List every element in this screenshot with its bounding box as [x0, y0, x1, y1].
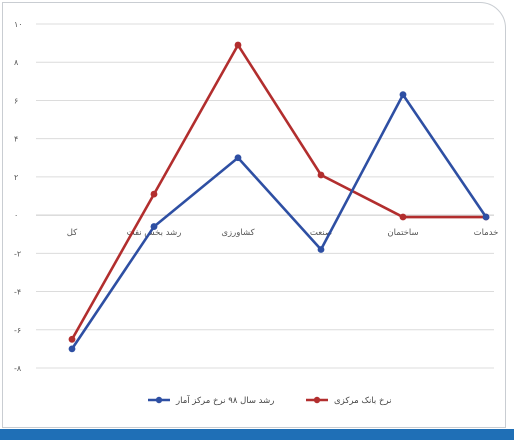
x-category-label: ساختمان	[387, 228, 418, 238]
x-category-label: رشد بخش نفت	[127, 228, 182, 238]
data-point	[150, 223, 158, 230]
y-tick-label: ۴	[14, 135, 18, 144]
data-point	[399, 91, 407, 99]
y-tick-label: ۰	[14, 211, 18, 220]
data-point	[482, 213, 490, 221]
y-tick-label: ۶	[14, 96, 18, 105]
x-category-label: کشاورزی	[221, 228, 255, 238]
y-tick-label: ۲	[14, 173, 18, 182]
x-category-label: خدمات	[474, 228, 499, 238]
data-point	[150, 190, 158, 198]
y-tick-label: -۶	[14, 326, 21, 335]
legend-label: نرخ بانک مرکزی	[334, 396, 392, 406]
data-point	[68, 345, 76, 353]
y-tick-label: -۴	[14, 288, 21, 297]
legend-swatch-marker	[155, 396, 163, 404]
data-point	[317, 171, 325, 179]
series-line	[70, 42, 486, 340]
y-tick-label: -۸	[14, 364, 22, 373]
y-tick-label: -۲	[14, 249, 21, 258]
y-tick-label: ۱۰	[14, 20, 23, 29]
legend-swatch-marker	[313, 396, 321, 404]
x-category-label: کل	[67, 228, 78, 238]
data-point	[399, 213, 407, 221]
data-point	[234, 41, 242, 49]
series-line	[70, 92, 488, 350]
legend-label: رشد سال ۹۸ نرخ مرکز آمار	[175, 394, 274, 406]
x-category-label: صنعت	[310, 228, 332, 238]
y-tick-label: ۸	[14, 58, 19, 67]
data-point	[68, 335, 76, 343]
data-point	[234, 154, 242, 162]
data-point	[317, 246, 325, 253]
bottom-accent-bar	[0, 429, 514, 440]
